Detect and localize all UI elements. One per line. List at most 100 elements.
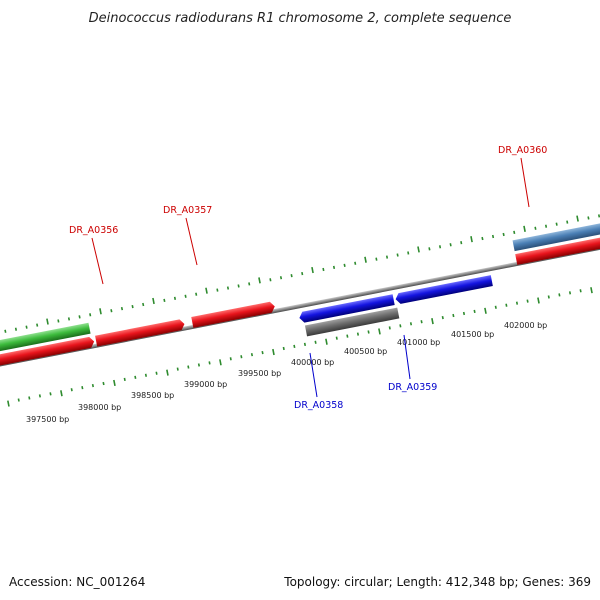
gene-label-dr-a0357[interactable]: DR_A0357 [163,205,212,216]
gene-label-dr-a0356[interactable]: DR_A0356 [69,225,118,236]
minor-tick [544,224,548,228]
minor-tick [597,214,600,218]
accession-text: Accession: NC_001264 [9,575,145,589]
major-tick [7,400,10,407]
minor-tick [123,377,126,382]
minor-tick [250,353,254,357]
minor-tick [110,309,113,313]
minor-tick [515,301,519,305]
minor-tick [375,257,378,261]
minor-tick [473,309,476,314]
minor-tick [163,298,166,303]
major-tick [258,277,261,284]
map-title: Deinococcus radiodurans R1 chromosome 2,… [89,11,512,26]
forward-cds-feature[interactable] [95,319,185,347]
minor-tick [290,274,293,278]
minor-tick [491,234,495,239]
minor-tick [460,241,463,245]
minor-tick [57,319,60,323]
minor-tick [396,253,399,257]
gene-label-dr-a0359[interactable]: DR_A0359 [388,382,437,393]
minor-tick [78,315,81,319]
minor-tick [237,284,240,288]
minor-tick [4,329,7,333]
major-tick [219,359,222,366]
minor-tick [385,255,389,259]
minor-tick [25,325,28,329]
minor-tick [226,286,230,290]
minor-tick [14,327,18,331]
minor-tick [279,276,283,280]
minor-tick [343,263,346,267]
minor-tick [502,232,505,237]
minor-tick [197,363,201,367]
minor-tick [314,340,317,344]
minor-tick [36,323,39,327]
minor-tick [354,261,357,265]
minor-tick [67,317,71,321]
major-tick [311,266,314,274]
reverse-cds-feature[interactable] [298,294,395,323]
minor-tick [399,324,402,328]
minor-tick [346,334,349,338]
gene-leader-line [520,157,530,208]
gene-label-dr-a0358[interactable]: DR_A0358 [294,400,343,411]
ruler-labels: 397500 bp 398000 bp 398500 bp 399000 bp … [26,321,547,424]
minor-tick [17,398,20,402]
highlighted-feature[interactable] [512,206,600,252]
minor-tick [208,361,211,365]
minor-tick [216,288,219,292]
pseudogene-feature[interactable] [304,307,400,337]
major-tick [484,307,487,314]
reverse-tick-ring [7,287,593,407]
minor-tick [587,216,590,220]
major-tick [99,308,102,315]
minor-tick [420,320,423,324]
ruler-tick-label: 399000 bp [184,380,227,389]
minor-tick [38,394,41,398]
minor-tick [81,386,84,390]
minor-tick [134,375,137,379]
minor-tick [322,267,325,272]
minor-tick [409,322,413,326]
minor-tick [89,313,92,317]
major-tick [113,379,116,387]
minor-tick [269,278,272,282]
ruler-tick-label: 402000 bp [504,321,547,330]
minor-tick [70,388,73,392]
minor-tick [547,295,550,299]
minor-tick [526,299,529,303]
topology-text: Topology: circular; Length: 412,348 bp; … [283,575,591,589]
minor-tick [579,289,582,293]
major-tick [576,215,579,222]
ruler-tick-label: 400500 bp [344,347,387,356]
minor-tick [481,236,484,241]
minor-tick [131,304,134,309]
forward-cds-feature[interactable] [515,219,600,265]
minor-tick [176,367,179,371]
forward-cds-feature[interactable] [191,301,276,328]
minor-tick [566,220,569,224]
ruler-tick-label: 401000 bp [397,338,440,347]
minor-tick [282,346,285,351]
forward-tick-ring [4,214,600,333]
major-tick [60,390,63,397]
major-tick [590,287,593,294]
minor-tick [428,247,431,251]
minor-tick [144,373,148,377]
minor-tick [248,282,251,286]
forward-cds-feature[interactable] [0,336,95,372]
major-tick [166,369,169,376]
minor-tick [229,357,232,361]
rna-feature[interactable] [0,322,91,359]
reverse-cds-feature[interactable] [395,275,493,304]
minor-tick [449,243,452,247]
gene-leader-line [309,352,318,398]
gene-label-dr-a0360[interactable]: DR_A0360 [498,145,547,156]
minor-tick [335,336,338,340]
minor-tick [195,292,198,296]
ruler-tick-label: 399500 bp [238,369,281,378]
minor-tick [261,350,264,355]
minor-tick [452,313,455,318]
